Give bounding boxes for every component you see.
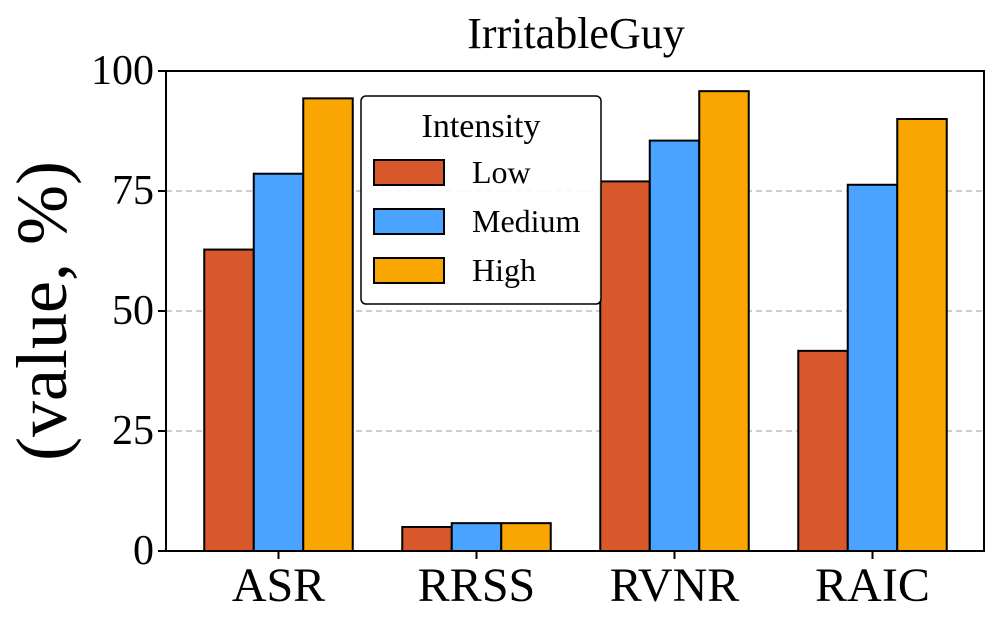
y-tick-label: 50 xyxy=(112,288,154,334)
y-axis-label: (value, %) xyxy=(2,161,82,461)
y-tick-label: 25 xyxy=(112,408,154,454)
bar-low-asr xyxy=(203,248,255,552)
legend-swatch-medium xyxy=(373,208,445,235)
x-tick-label: RRSS xyxy=(418,559,535,612)
legend-title: Intensity xyxy=(422,108,541,145)
y-tick-label: 75 xyxy=(112,168,154,214)
legend: Intensity Low Medium High xyxy=(360,95,602,305)
bar-medium-rrss xyxy=(450,522,503,552)
bar-low-rvnr xyxy=(599,180,651,552)
bars xyxy=(203,90,948,553)
legend-label-medium: Medium xyxy=(472,203,581,239)
legend-label-high: High xyxy=(472,252,536,288)
x-tick-label: ASR xyxy=(232,559,325,612)
bar-low-raic xyxy=(797,349,849,552)
bar-medium-asr xyxy=(252,172,305,552)
y-tick-label: 100 xyxy=(91,48,154,94)
legend-frame xyxy=(360,95,602,305)
bar-high-rvnr xyxy=(698,90,750,552)
bar-medium-raic xyxy=(846,183,899,552)
chart-title: IrritableGuy xyxy=(467,9,684,58)
bar-low-rrss xyxy=(401,526,453,552)
x-ticks: ASR RRSS RVNR RAIC xyxy=(232,551,930,612)
y-ticks: 0 25 50 75 100 xyxy=(91,48,166,574)
legend-swatch-low xyxy=(373,159,445,186)
bar-high-raic xyxy=(896,118,948,552)
legend-swatch-high xyxy=(373,257,445,284)
bar-high-rrss xyxy=(500,522,552,552)
bar-high-asr xyxy=(302,97,354,553)
legend-label-low: Low xyxy=(472,154,531,190)
x-tick-label: RAIC xyxy=(815,559,930,612)
y-tick-label: 0 xyxy=(133,528,154,574)
x-tick-label: RVNR xyxy=(610,559,740,612)
bar-medium-rvnr xyxy=(648,139,701,552)
